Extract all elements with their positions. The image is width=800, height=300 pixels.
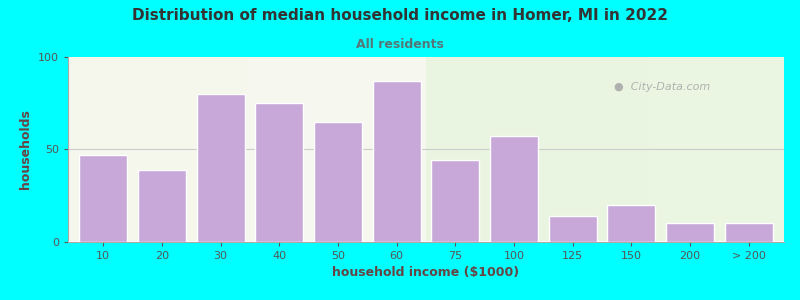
- Text: All residents: All residents: [356, 38, 444, 50]
- Text: Distribution of median household income in Homer, MI in 2022: Distribution of median household income …: [132, 8, 668, 22]
- Bar: [549, 216, 597, 242]
- Bar: [666, 223, 714, 242]
- X-axis label: household income ($1000): household income ($1000): [333, 266, 519, 279]
- Bar: [314, 122, 362, 242]
- Bar: [79, 155, 127, 242]
- Bar: [725, 223, 773, 242]
- Y-axis label: households: households: [19, 109, 33, 189]
- Bar: [373, 81, 421, 242]
- Bar: [490, 136, 538, 242]
- Bar: [431, 160, 479, 242]
- Bar: [138, 169, 186, 242]
- Text: ●  City-Data.com: ● City-Data.com: [614, 82, 710, 92]
- Bar: [607, 205, 655, 242]
- Bar: [197, 94, 245, 242]
- Bar: [255, 103, 303, 242]
